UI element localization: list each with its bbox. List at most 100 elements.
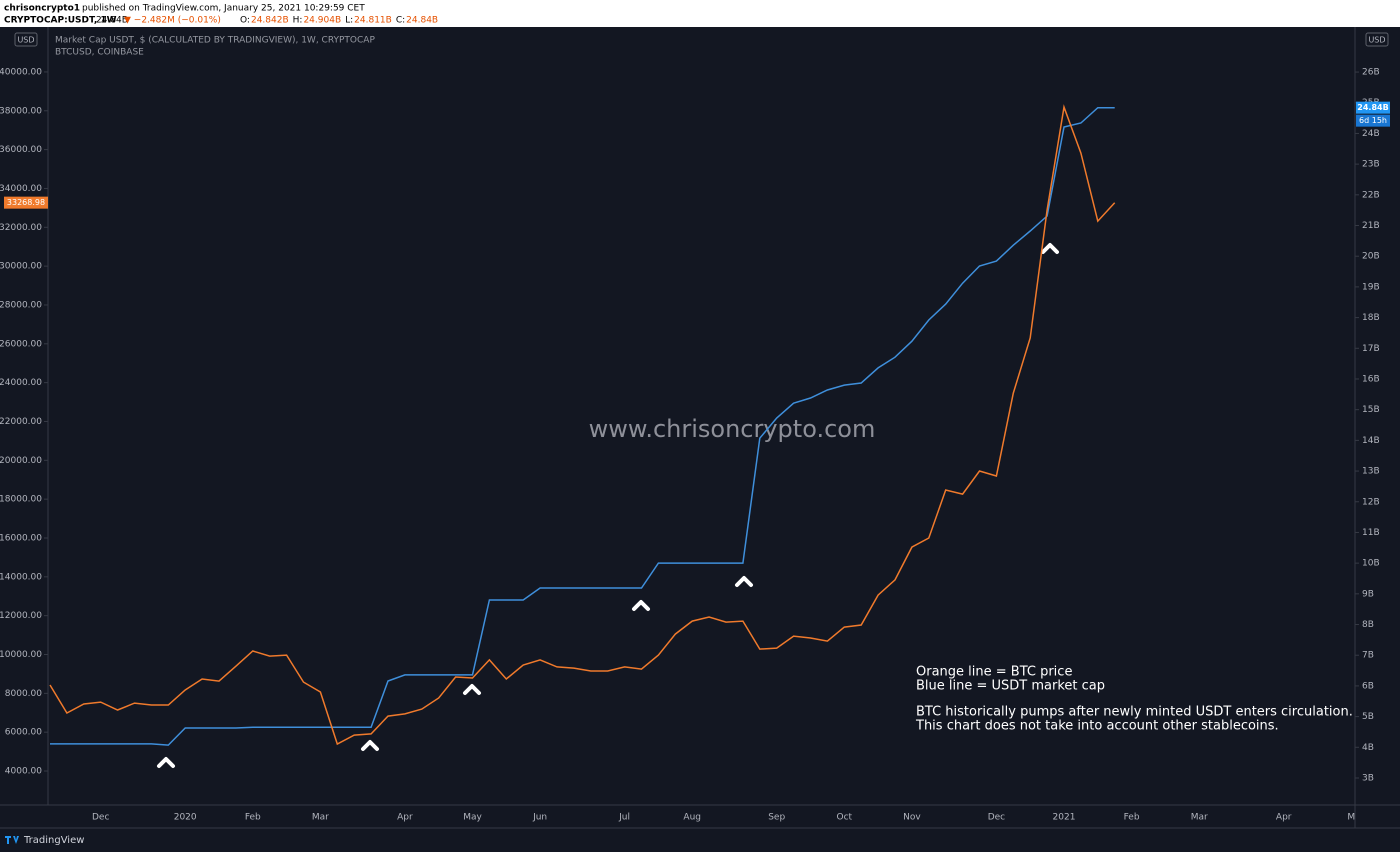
brand[interactable]: TradingView (23, 835, 84, 846)
price-tag-label: 24.84B (1357, 103, 1388, 112)
y-tick-label: 26000.00 (0, 339, 42, 349)
annotation: Orange line = BTC price Blue line = USDT… (915, 665, 1353, 734)
header: chrisoncrypto1 published on TradingView.… (4, 4, 365, 26)
marker (463, 684, 481, 695)
marker (1041, 243, 1059, 254)
user: chrisoncrypto1 (4, 4, 80, 14)
y-tick-label: 16000.00 (0, 533, 42, 543)
y-tick-label: 6000.00 (5, 728, 42, 738)
y2-tick-label: 7B (1362, 651, 1374, 661)
watermark: www.chrisoncrypto.com (589, 415, 876, 443)
x-tick-label: 2021 (1053, 813, 1076, 823)
y2-tick-label: 10B (1362, 559, 1380, 569)
x-tick-label: Nov (903, 813, 921, 823)
price-tag (1356, 101, 1390, 114)
y-tick-label: 18000.00 (0, 495, 42, 505)
y-tick-label: 12000.00 (0, 611, 42, 621)
x-tick-label: Aug (683, 813, 701, 823)
annotation-line: Blue line = USDT market cap (916, 679, 1105, 694)
y2-tick-label: 4B (1362, 743, 1374, 753)
marker (157, 757, 175, 768)
x-tick-label: Apr (1276, 813, 1292, 823)
y-tick-label: 24000.00 (0, 378, 42, 388)
y-tick-label: 30000.00 (0, 262, 42, 272)
y-tick-label: 32000.00 (0, 223, 42, 233)
ohlc-label: O: (240, 16, 250, 26)
unit-label[interactable]: USD (1368, 36, 1385, 45)
y2-tick-label: 13B (1362, 467, 1380, 477)
symbol: CRYPTOCAP:USDT, 1W (4, 16, 117, 26)
unit-label[interactable]: USD (17, 36, 34, 45)
x-tick-label: Sep (768, 813, 785, 823)
countdown: 6d 15h (1359, 116, 1387, 125)
y2-tick-label: 19B (1362, 282, 1380, 292)
y2-tick-label: 15B (1362, 405, 1380, 415)
y2-tick-label: 3B (1362, 773, 1374, 783)
y2-tick-label: 8B (1362, 620, 1374, 630)
ohlc-value: 24.904B (303, 16, 341, 26)
x-tick-label: Dec (92, 813, 109, 823)
series-line (50, 106, 1115, 746)
y2-tick-label: 21B (1362, 221, 1380, 231)
y-tick-label: 38000.00 (0, 106, 42, 116)
y2-tick-label: 26B (1362, 68, 1380, 78)
x-tick-label: Oct (837, 813, 853, 823)
x-tick-label: Apr (397, 813, 413, 823)
ohlc-value: 24.811B (354, 16, 392, 26)
legend-entry: Market Cap USDT, $ (CALCULATED BY TRADIN… (55, 36, 375, 46)
y2-tick-label: 18B (1362, 313, 1380, 323)
ohlc-value: 24.842B (251, 16, 289, 26)
x-tick-label: Jul (618, 813, 630, 823)
annotation-line: Orange line = BTC price (916, 665, 1072, 680)
x-tick-label: Mar (1191, 813, 1208, 823)
ohlc-label: C: (396, 16, 405, 26)
y2-tick-label: 20B (1362, 252, 1380, 262)
price-tag-label: 33268.98 (7, 198, 45, 207)
marker (735, 576, 753, 587)
y-tick-label: 34000.00 (0, 184, 42, 194)
y2-tick-label: 22B (1362, 190, 1380, 200)
x-tick-label: Feb (245, 813, 261, 823)
marker (361, 740, 379, 751)
x-tick-label: 2020 (174, 813, 197, 823)
change: ▼ −2.482M (−0.01%) (124, 16, 221, 26)
y-tick-label: 8000.00 (5, 689, 42, 699)
series-line (49, 104, 1116, 746)
annotation-line: BTC historically pumps after newly minte… (916, 705, 1353, 720)
price-tag (4, 196, 48, 209)
y-tick-label: 10000.00 (0, 650, 42, 660)
y-tick-label: 22000.00 (0, 417, 42, 427)
header-band (0, 0, 1400, 27)
x-tick-label: Jun (532, 813, 547, 823)
ohlc-label: L: (345, 16, 353, 26)
x-tick-label: May (463, 813, 482, 823)
y-tick-label: 40000.00 (0, 67, 42, 77)
countdown-tag (1356, 114, 1390, 127)
y2-tick-label: 14B (1362, 436, 1380, 446)
y2-tick-label: 6B (1362, 681, 1374, 691)
y2-tick-label: 11B (1362, 528, 1380, 538)
y2-tick-label: 5B (1362, 712, 1374, 722)
y-tick-label: 14000.00 (0, 572, 42, 582)
unit-box[interactable] (1365, 32, 1389, 47)
x-tick-label: Mar (312, 813, 329, 823)
last: 24.84B (96, 16, 128, 26)
marker (632, 600, 650, 611)
y2-tick-label: 9B (1362, 589, 1374, 599)
legend-entry: BTCUSD, COINBASE (55, 48, 144, 58)
y2-tick-label: 17B (1362, 344, 1380, 354)
y-tick-label: 20000.00 (0, 456, 42, 466)
x-tick-label: Feb (1124, 813, 1140, 823)
y2-tick-label: 23B (1362, 160, 1380, 170)
y2-tick-label: 16B (1362, 374, 1380, 384)
y-tick-label: 4000.00 (5, 767, 42, 777)
annotation-line: This chart does not take into account ot… (915, 719, 1279, 734)
unit-box[interactable] (14, 32, 38, 47)
ohlc-label: H: (293, 16, 303, 26)
brand-logo[interactable] (5, 836, 19, 844)
ohlc-value: 24.84B (406, 16, 438, 26)
y2-tick-label: 12B (1362, 497, 1380, 507)
x-tick-label: M (1347, 813, 1355, 823)
